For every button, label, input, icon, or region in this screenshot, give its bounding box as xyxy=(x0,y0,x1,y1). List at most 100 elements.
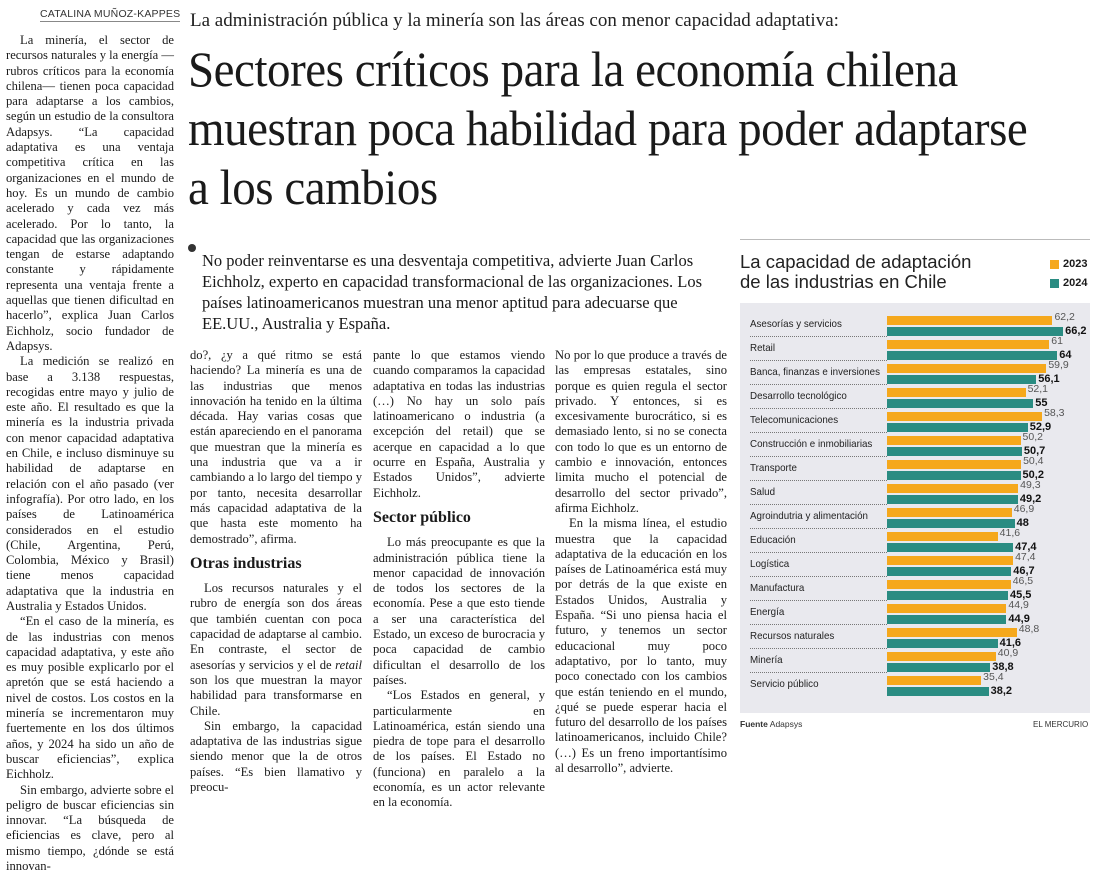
value-label-2023: 50,4 xyxy=(1023,455,1044,467)
value-label-2023: 50,2 xyxy=(1022,431,1043,443)
legend-swatch xyxy=(1050,278,1059,288)
category-label: Energía xyxy=(750,607,785,618)
bar-2024 xyxy=(887,327,1064,336)
row-divider xyxy=(750,672,887,673)
paragraph: Sin embargo, advierte sobre el peligro d… xyxy=(6,782,174,874)
bar-2024 xyxy=(887,375,1037,384)
chart-row: Logística 47,4 46,7 xyxy=(740,552,1090,579)
chart-panel: Asesorías y servicios 62,2 66,2 Retail 61 64 B… xyxy=(740,303,1090,713)
row-divider xyxy=(750,600,887,601)
bar-2024 xyxy=(887,423,1028,432)
deck: No poder reinventarse es una desventaja … xyxy=(202,251,702,333)
paragraph: Lo más preocupante es que la administrac… xyxy=(373,535,545,687)
paragraph: En la misma línea, el estudio muestra qu… xyxy=(555,516,727,776)
category-label: Desarrollo tecnológico xyxy=(750,391,847,402)
chart-row: Recursos naturales 48,8 41,6 xyxy=(740,623,1090,651)
category-label: Transporte xyxy=(750,463,797,474)
row-divider xyxy=(750,408,887,409)
category-label: Banca, finanzas e inversiones xyxy=(750,367,880,378)
chart-row: Retail 61 64 xyxy=(740,336,1090,363)
bar-2024 xyxy=(887,591,1009,600)
section-heading: Sector público xyxy=(373,508,471,526)
value-label-2024: 66,2 xyxy=(1065,325,1087,337)
bar-2024 xyxy=(887,495,1018,504)
value-label-2024: 44,9 xyxy=(1008,613,1030,625)
value-label-2024: 48 xyxy=(1016,517,1029,529)
kicker: La administración pública y la minería s… xyxy=(190,10,839,31)
byline: CATALINA MUÑOZ-KAPPES xyxy=(40,8,181,22)
value-label-2024: 50,7 xyxy=(1023,445,1046,457)
legend-label: 2024 xyxy=(1063,277,1088,289)
paragraph: Los recursos naturales y el rubro de ene… xyxy=(190,581,362,719)
bar-2023 xyxy=(887,676,982,685)
column-1: La minería, el sector de recursos natura… xyxy=(6,33,174,874)
category-label: Educación xyxy=(750,535,796,546)
category-label: Logística xyxy=(750,559,790,570)
value-label-2023: 41,6 xyxy=(999,527,1021,539)
value-label-2024: 64 xyxy=(1059,349,1072,361)
bar-2023 xyxy=(887,652,996,661)
bar-2023 xyxy=(887,532,998,541)
value-label-2023: 46,9 xyxy=(1013,503,1035,515)
chart-row: Minería 40,9 38,8 xyxy=(740,648,1090,675)
divider xyxy=(740,239,1090,240)
paragraph: La minería, el sector de recursos natura… xyxy=(6,33,174,353)
value-label-2024: 47,4 xyxy=(1015,541,1037,553)
value-label-2023: 48,8 xyxy=(1018,623,1040,635)
paragraph: do?, ¿y a qué ritmo se está haciendo? La… xyxy=(190,348,362,546)
value-label-2023: 35,4 xyxy=(983,671,1004,683)
chart-row: Telecomunicaciones 58,3 52,9 xyxy=(740,408,1090,435)
bar-2023 xyxy=(887,604,1007,613)
category-label: Manufactura xyxy=(750,583,805,594)
paragraph: La medición se realizó en base a 3.138 r… xyxy=(6,354,174,613)
category-label: Servicio público xyxy=(750,679,819,690)
bar-2023 xyxy=(887,460,1022,469)
legend-item: 2023 xyxy=(1050,258,1087,270)
chart-row: Transporte 50,4 50,2 xyxy=(740,455,1090,483)
row-divider xyxy=(750,576,887,577)
bar-2023 xyxy=(887,388,1026,397)
bar-2024 xyxy=(887,447,1022,456)
bar-2023 xyxy=(887,580,1011,589)
bar-2024 xyxy=(887,687,989,696)
paragraph: pante lo que estamos viendo cuando compa… xyxy=(373,348,545,500)
chart-title: La capacidad de adaptación de las indust… xyxy=(740,251,972,292)
row-divider xyxy=(750,336,887,337)
chart-row: Manufactura 46,5 45,5 xyxy=(740,576,1090,603)
chart-row: Construcción e inmobiliarias 50,2 50,7 xyxy=(740,431,1090,459)
row-divider xyxy=(750,528,887,529)
column-4: No por lo que produce a través de las em… xyxy=(555,348,727,776)
paragraph: “Los Estados en general, y particularmen… xyxy=(373,688,545,810)
value-label-2024: 45,5 xyxy=(1010,589,1032,601)
value-label-2023: 49,3 xyxy=(1020,479,1041,491)
paragraph: No por lo que produce a través de las em… xyxy=(555,348,727,515)
headline: Sectores críticos para la economía chile… xyxy=(188,41,1028,215)
bar-2023 xyxy=(887,556,1014,565)
value-label-2023: 52,1 xyxy=(1027,383,1049,395)
bar-2023 xyxy=(887,508,1012,517)
bar-2024 xyxy=(887,351,1058,360)
row-divider xyxy=(750,360,887,361)
chart-row: Energía 44,9 44,9 xyxy=(740,600,1090,627)
text-emphasis: retail xyxy=(335,657,362,672)
bar-2024 xyxy=(887,471,1021,480)
chart-source: Fuente Adapsys xyxy=(740,719,802,729)
section-heading: Otras industrias xyxy=(190,554,302,572)
row-divider xyxy=(750,624,887,625)
category-label: Construcción e inmobiliarias xyxy=(750,439,873,450)
value-label-2024: 55 xyxy=(1035,397,1048,409)
bar-2024 xyxy=(887,639,998,648)
bar-2023 xyxy=(887,316,1053,325)
value-label-2024: 41,6 xyxy=(999,637,1022,649)
row-divider xyxy=(750,384,887,385)
value-label-2023: 62,2 xyxy=(1054,311,1075,323)
bar-2023 xyxy=(887,628,1017,637)
bar-2023 xyxy=(887,436,1021,445)
bar-2023 xyxy=(887,364,1047,373)
brand-logo: EL MERCURIO xyxy=(1033,720,1089,729)
column-2: do?, ¿y a qué ritmo se está haciendo? La… xyxy=(190,348,362,795)
bar-2024 xyxy=(887,399,1034,408)
source-value: Adapsys xyxy=(769,719,803,729)
row-divider xyxy=(750,456,887,457)
value-label-2024: 38,8 xyxy=(992,661,1014,673)
